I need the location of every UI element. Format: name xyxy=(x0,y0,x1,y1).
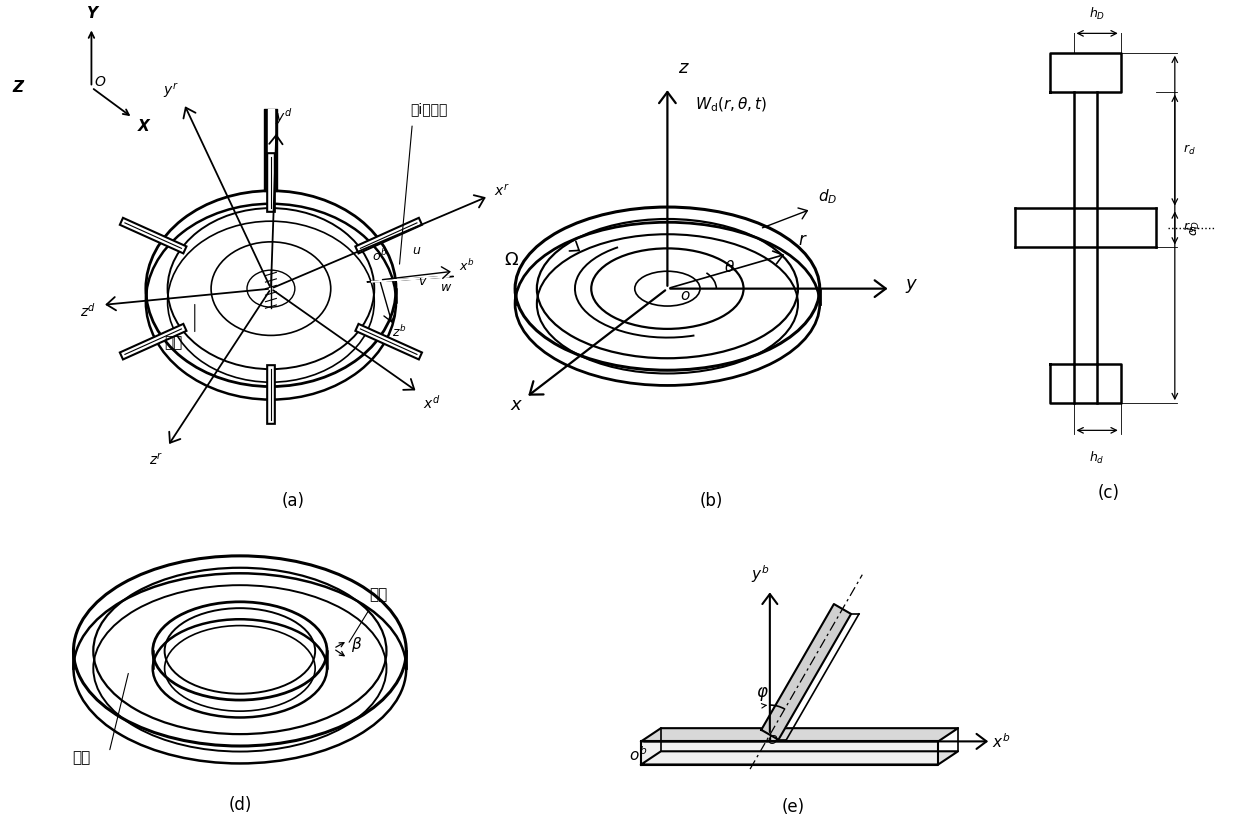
Text: $d_D$: $d_D$ xyxy=(818,188,836,206)
Text: $x$: $x$ xyxy=(509,396,523,414)
Text: X: X xyxy=(138,119,150,134)
Text: (e): (e) xyxy=(782,798,804,816)
Text: $x^b$: $x^b$ xyxy=(991,732,1010,751)
Text: 第i个叶片: 第i个叶片 xyxy=(410,102,447,116)
Text: $z$: $z$ xyxy=(678,59,690,78)
Text: $u$: $u$ xyxy=(413,244,421,257)
Text: $W_{\rm d}(r,\theta,t)$: $W_{\rm d}(r,\theta,t)$ xyxy=(695,95,767,114)
Text: $O$: $O$ xyxy=(767,734,779,746)
Text: $y$: $y$ xyxy=(904,277,918,294)
Text: $d_D$: $d_D$ xyxy=(1186,220,1202,236)
Text: $r_d$: $r_d$ xyxy=(1182,143,1196,157)
Text: $y^d$: $y^d$ xyxy=(275,106,292,128)
Polygon shape xyxy=(641,728,958,741)
Text: (d): (d) xyxy=(228,796,252,815)
Text: $h_D$: $h_D$ xyxy=(1089,6,1105,22)
Text: $y^b$: $y^b$ xyxy=(751,563,769,585)
Text: $y^r$: $y^r$ xyxy=(164,81,178,100)
Text: 叶片: 叶片 xyxy=(369,587,388,602)
Text: $v$: $v$ xyxy=(418,275,427,289)
Text: $\varphi$: $\varphi$ xyxy=(756,686,768,703)
Text: 轮盘: 轮盘 xyxy=(72,750,90,765)
Text: (c): (c) xyxy=(1098,484,1120,501)
Text: $r$: $r$ xyxy=(798,231,808,249)
Text: (a): (a) xyxy=(281,492,305,510)
Text: $z^b$: $z^b$ xyxy=(392,324,406,339)
Text: $o^b$: $o^b$ xyxy=(628,746,647,764)
Polygon shape xyxy=(641,741,938,765)
Text: Z: Z xyxy=(12,80,24,95)
Polygon shape xyxy=(370,277,450,282)
Polygon shape xyxy=(367,276,453,282)
Polygon shape xyxy=(641,751,958,765)
Text: Y: Y xyxy=(85,6,97,21)
Text: $o^b$: $o^b$ xyxy=(372,249,388,264)
Text: O: O xyxy=(94,75,105,89)
Polygon shape xyxy=(761,604,851,740)
Text: $r_s$: $r_s$ xyxy=(1183,221,1194,235)
Text: $z^r$: $z^r$ xyxy=(150,453,164,469)
Text: $x^b$: $x^b$ xyxy=(458,259,475,274)
Text: $o$: $o$ xyxy=(680,288,691,303)
Text: $h_d$: $h_d$ xyxy=(1089,450,1105,465)
Text: $x^d$: $x^d$ xyxy=(424,394,441,412)
Text: $x^r$: $x^r$ xyxy=(493,183,509,198)
Text: $\Omega$: $\Omega$ xyxy=(504,251,519,269)
Text: $\theta$: $\theta$ xyxy=(724,259,735,275)
Text: (b): (b) xyxy=(699,492,722,510)
Text: $\beta$: $\beta$ xyxy=(351,636,362,655)
Text: $w$: $w$ xyxy=(440,281,452,294)
Text: $z^d$: $z^d$ xyxy=(81,301,97,319)
Text: 轮盘: 轮盘 xyxy=(164,335,182,350)
